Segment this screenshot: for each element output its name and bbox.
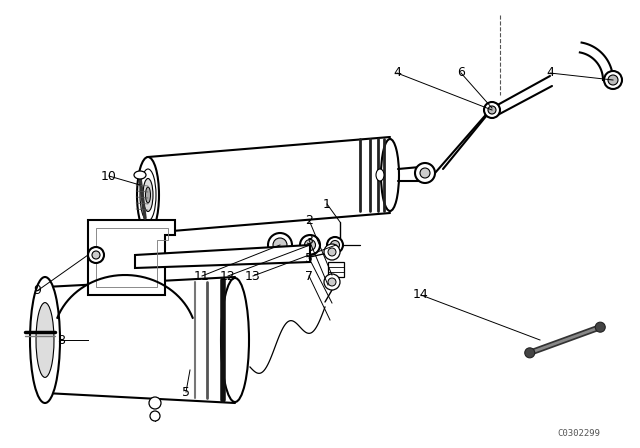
Text: 13: 13 <box>245 270 261 283</box>
Text: 2: 2 <box>305 214 313 227</box>
Text: 11: 11 <box>194 270 210 283</box>
Text: C0302299: C0302299 <box>557 429 600 438</box>
Circle shape <box>150 411 160 421</box>
Ellipse shape <box>381 139 399 211</box>
Circle shape <box>88 247 104 263</box>
Text: 5: 5 <box>182 385 190 399</box>
Text: 3: 3 <box>305 233 313 246</box>
Circle shape <box>415 163 435 183</box>
Circle shape <box>484 102 500 118</box>
Circle shape <box>595 322 605 332</box>
Ellipse shape <box>36 302 54 377</box>
Ellipse shape <box>137 157 159 233</box>
Text: 7: 7 <box>305 270 313 283</box>
Polygon shape <box>88 220 175 295</box>
Circle shape <box>92 251 100 259</box>
Ellipse shape <box>305 240 316 250</box>
Ellipse shape <box>134 171 146 179</box>
Ellipse shape <box>221 278 249 402</box>
Circle shape <box>324 274 340 290</box>
Circle shape <box>604 71 622 89</box>
Circle shape <box>420 168 430 178</box>
Circle shape <box>324 244 340 260</box>
Text: 5: 5 <box>305 251 313 264</box>
Polygon shape <box>135 245 310 268</box>
Circle shape <box>488 106 496 114</box>
Ellipse shape <box>140 169 156 221</box>
Polygon shape <box>328 262 344 277</box>
Ellipse shape <box>30 277 60 403</box>
Circle shape <box>608 75 618 85</box>
Ellipse shape <box>300 235 320 255</box>
Text: 12: 12 <box>220 270 236 283</box>
Circle shape <box>328 278 336 286</box>
Text: 4: 4 <box>393 66 401 79</box>
Text: 6: 6 <box>457 66 465 79</box>
Ellipse shape <box>376 169 384 181</box>
Ellipse shape <box>330 241 339 250</box>
Text: 9: 9 <box>33 284 41 297</box>
Text: 14: 14 <box>413 289 429 302</box>
Text: 4: 4 <box>546 66 554 79</box>
Text: 10: 10 <box>101 169 117 182</box>
Ellipse shape <box>143 178 153 211</box>
Ellipse shape <box>327 237 343 253</box>
Text: 8: 8 <box>57 333 65 346</box>
Circle shape <box>328 248 336 256</box>
Ellipse shape <box>273 238 287 252</box>
Circle shape <box>149 397 161 409</box>
Circle shape <box>525 348 535 358</box>
Ellipse shape <box>145 187 150 203</box>
Ellipse shape <box>268 233 292 257</box>
Text: 1: 1 <box>323 198 331 211</box>
